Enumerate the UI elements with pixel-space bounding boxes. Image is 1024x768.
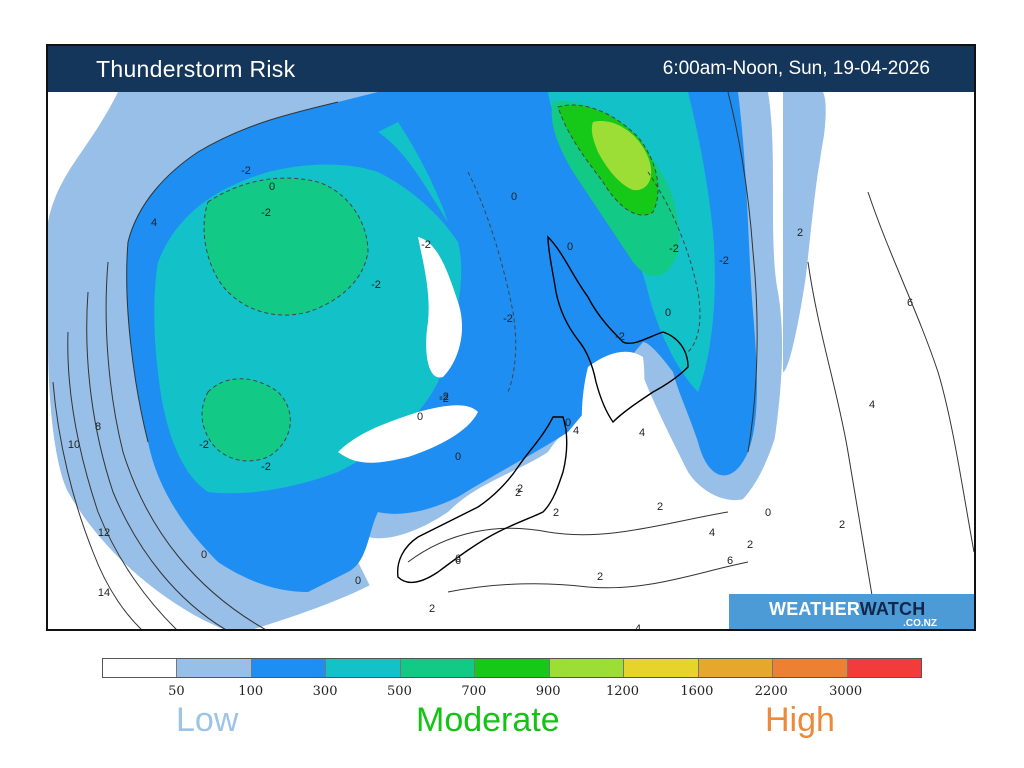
contour-label: 2 (747, 539, 753, 551)
legend-tick-label: 50 (168, 684, 185, 699)
contour-labels: -2 0 -2 4 -2 -2 0 -2 -2 -2 -2 0 -2 0 -2 … (68, 165, 913, 631)
contour-label: 2 (797, 227, 803, 239)
contour-label: 4 (573, 425, 579, 437)
legend-tick-label: 1200 (605, 684, 640, 699)
coastline (396, 235, 689, 584)
legend-tick-label: 3000 (829, 684, 863, 699)
contour-label: -2 (241, 165, 251, 177)
legend-color-bar (102, 658, 922, 678)
contour-label: 0 (201, 549, 207, 561)
contour-label: 2 (517, 483, 523, 495)
legend-swatch (475, 659, 550, 677)
contour-label: 0 (417, 411, 423, 423)
logo-domain: .CO.NZ (903, 618, 937, 629)
contour-label: 2 (515, 487, 521, 499)
contour-label: 0 (355, 575, 361, 587)
clear-areas (48, 92, 974, 629)
contour-label: 0 (511, 191, 517, 203)
contour-label: -2 (261, 207, 271, 219)
legend-swatch (549, 659, 625, 677)
contour-label: -2 (439, 391, 449, 403)
contour-label: 4 (635, 623, 641, 631)
logo-word-weather: WEATHER (769, 599, 860, 619)
legend-swatch (177, 659, 252, 677)
contour-label: 0 (455, 451, 461, 463)
contour-label: 4 (639, 427, 645, 439)
legend-tick-label: 900 (535, 684, 561, 699)
logo-wordmark: WEATHERWATCH (769, 599, 925, 620)
contour-label: 0 (567, 241, 573, 253)
legend-swatch (698, 659, 774, 677)
legend-tick-label: 700 (461, 684, 487, 699)
legend-swatch (773, 659, 848, 677)
contour-label: 14 (98, 587, 110, 599)
risk-word-low: Low (176, 701, 239, 739)
risk-area-900 (591, 121, 652, 191)
contour-label: -2 (439, 393, 449, 405)
color-legend (102, 658, 922, 678)
contour-label: -2 (261, 461, 271, 473)
contour-label: 6 (907, 297, 913, 309)
contour-label: -2 (719, 255, 729, 267)
contour-label: 8 (95, 421, 101, 433)
map-title: Thunderstorm Risk (96, 56, 296, 82)
logo-word-watch: WATCH (859, 599, 926, 619)
weatherwatch-logo: WEATHERWATCH .CO.NZ (729, 594, 974, 629)
contour-label: 0 (565, 417, 571, 429)
legend-tick-label: 1600 (680, 684, 714, 699)
legend-swatch (103, 659, 178, 677)
contour-label: -2 (615, 331, 625, 343)
legend-tick-label: 2200 (754, 684, 788, 699)
contour-label: 2 (553, 507, 559, 519)
solid-contours (52, 92, 974, 629)
contour-label: 6 (727, 555, 733, 567)
contour-label: -2 (421, 239, 431, 251)
contour-label: -2 (669, 243, 679, 255)
contour-label: -2 (371, 279, 381, 291)
contour-label: 6 (455, 555, 461, 567)
header-bar: Thunderstorm Risk 6:00am-Noon, Sun, 19-0… (48, 46, 974, 92)
contour-label: 0 (269, 181, 275, 193)
contour-label: 4 (709, 527, 715, 539)
risk-word-high: High (765, 701, 835, 739)
legend-tick-label: 500 (387, 684, 412, 699)
legend-swatch (251, 659, 327, 677)
contour-label: 4 (869, 399, 875, 411)
contour-label: 0 (765, 507, 771, 519)
contour-label: -2 (199, 439, 209, 451)
legend-swatch (624, 659, 699, 677)
legend-tick-label: 300 (312, 684, 338, 699)
map-frame: Thunderstorm Risk 6:00am-Noon, Sun, 19-0… (46, 44, 976, 631)
contour-label: 12 (98, 527, 110, 539)
legend-tick-label: 100 (238, 684, 264, 699)
legend-swatch (326, 659, 401, 677)
contour-label: 2 (657, 501, 663, 513)
dashed-contours (201, 104, 701, 462)
valid-time: 6:00am-Noon, Sun, 19-04-2026 (662, 58, 930, 79)
risk-word-moderate: Moderate (416, 701, 560, 739)
contour-label: 4 (151, 217, 157, 229)
contour-label: 6 (455, 553, 461, 565)
contour-label: 0 (665, 307, 671, 319)
contour-label: 2 (597, 571, 603, 583)
contour-label: 2 (839, 519, 845, 531)
contour-label: 10 (68, 439, 80, 451)
contour-label: 2 (429, 603, 435, 615)
forecast-map: -2 0 -2 4 -2 -2 0 -2 -2 -2 -2 0 -2 0 -2 … (48, 92, 974, 631)
contour-label: -2 (503, 313, 513, 325)
legend-swatch (400, 659, 476, 677)
legend-swatch (847, 659, 921, 677)
